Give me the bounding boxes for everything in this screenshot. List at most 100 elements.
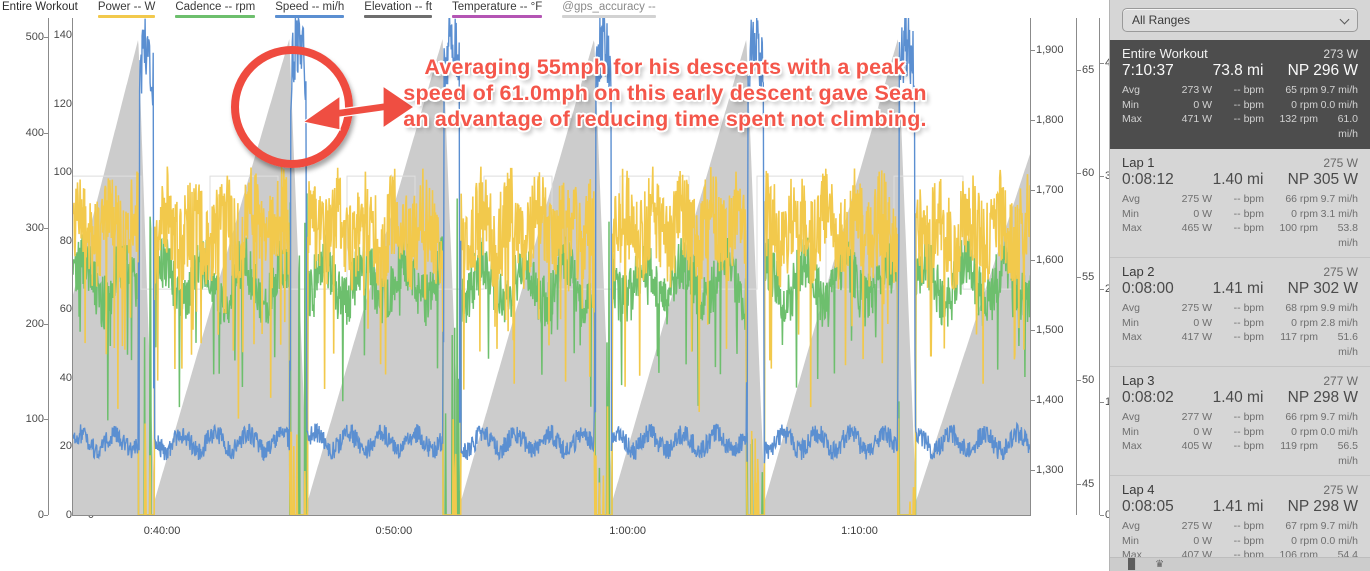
- lap-row[interactable]: Lap 2 275 W 0:08:00 1.41 mi NP 302 W Avg 275 W…: [1110, 258, 1370, 367]
- stat-speed: 51.6 mi/h: [1337, 331, 1358, 358]
- stat-speed: 56.5 mi/h: [1337, 440, 1358, 467]
- lap-row[interactable]: Lap 1 275 W 0:08:12 1.40 mi NP 305 W Avg 275 W…: [1110, 149, 1370, 258]
- stat-cadence: 66 rpm: [1285, 193, 1318, 205]
- stat-label: Max: [1122, 113, 1142, 125]
- stat-cadence: 66 rpm: [1285, 411, 1318, 423]
- stat-speed: 2.8 mi/h: [1320, 316, 1358, 329]
- stat-label: Min: [1122, 425, 1139, 438]
- legend-item-color-rule: [97, 15, 156, 18]
- lap-stat-row: Min 0 W -- bpm 0 rpm 0.0 mi/h: [1122, 98, 1358, 113]
- lap-name: Lap 2: [1122, 264, 1155, 279]
- stat-power: 0 W: [1193, 316, 1212, 329]
- legend-item-elevation[interactable]: Elevation -- ft: [364, 0, 433, 18]
- stat-label: Avg: [1122, 520, 1140, 532]
- stat-heartrate: -- bpm: [1233, 113, 1264, 125]
- stat-heartrate: -- bpm: [1233, 207, 1264, 220]
- lap-stats-table: Avg 275 W -- bpm 68 rpm 9.9 mi/h Min 0 W -- bpm…: [1122, 301, 1358, 359]
- series-speed-line: [73, 18, 1031, 464]
- series-power-line: [73, 166, 1031, 515]
- stat-label: Min: [1122, 316, 1139, 329]
- legend-item-temperature[interactable]: Temperature -- °F: [452, 0, 543, 18]
- lap-stat-row: Max 417 W -- bpm 117 rpm 51.6 mi/h: [1122, 330, 1358, 359]
- legend-item-label: Elevation -- ft: [364, 1, 433, 13]
- lap-stat-row: Avg 275 W -- bpm 66 rpm 9.7 mi/h: [1122, 192, 1358, 207]
- lap-row[interactable]: Lap 3 277 W 0:08:02 1.40 mi NP 298 W Avg 277 W…: [1110, 367, 1370, 476]
- stat-power: 0 W: [1193, 425, 1212, 438]
- lap-distance: 1.41 mi: [1212, 498, 1264, 515]
- lap-stat-row: Avg 275 W -- bpm 68 rpm 9.9 mi/h: [1122, 301, 1358, 316]
- stat-cadence: 117 rpm: [1280, 331, 1318, 343]
- stat-speed: 0.0 mi/h: [1320, 98, 1358, 111]
- x-axis-tick-label: 1:10:00: [841, 525, 878, 537]
- lap-row-selected[interactable]: Entire Workout 273 W 7:10:37 73.8 mi NP 296 …: [1110, 40, 1370, 149]
- stat-power: 0 W: [1193, 534, 1212, 547]
- axis-tick-label: 1,900: [1031, 44, 1064, 56]
- lap-distance: 1.41 mi: [1212, 280, 1264, 297]
- crown-icon[interactable]: ♛: [1155, 558, 1165, 570]
- stat-cadence: 0 rpm: [1291, 425, 1318, 438]
- legend-item-color-rule: [175, 15, 256, 18]
- legend-item-label: Power -- W: [97, 1, 156, 13]
- stat-power: 0 W: [1193, 207, 1212, 220]
- lap-name: Lap 4: [1122, 482, 1155, 497]
- lap-stats-table: Avg 275 W -- bpm 66 rpm 9.7 mi/h Min 0 W -- bpm…: [1122, 192, 1358, 250]
- stat-cadence: 0 rpm: [1291, 534, 1318, 547]
- stat-label: Avg: [1122, 84, 1140, 96]
- lap-duration: 0:08:05: [1122, 498, 1174, 515]
- lap-avg-power: 275 W: [1323, 265, 1358, 279]
- lap-avg-power: 275 W: [1323, 156, 1358, 170]
- download-icon[interactable]: █: [1128, 558, 1136, 570]
- axis-tick-label: 400: [26, 127, 49, 139]
- legend-item-cadence[interactable]: Cadence -- rpm: [175, 0, 256, 18]
- y-axis-temperature: 45 50 55 60 65: [1077, 18, 1099, 515]
- stat-cadence: 0 rpm: [1291, 207, 1318, 220]
- lap-normalized-power: NP 296 W: [1287, 62, 1358, 79]
- lap-normalized-power: NP 298 W: [1287, 389, 1358, 406]
- lap-stats-table: Avg 277 W -- bpm 66 rpm 9.7 mi/h Min 0 W -- bpm…: [1122, 410, 1358, 468]
- legend-item-speed[interactable]: Speed -- mi/h: [275, 0, 345, 18]
- lap-stat-row: Max 465 W -- bpm 100 rpm 53.8 mi/h: [1122, 221, 1358, 250]
- lap-stat-row: Min 0 W -- bpm 0 rpm 2.8 mi/h: [1122, 316, 1358, 331]
- y-axis-cadence: 0 20 40 60 80 100 120 140: [48, 18, 77, 521]
- lap-distance: 1.40 mi: [1212, 389, 1264, 406]
- stat-heartrate: -- bpm: [1233, 84, 1264, 96]
- stat-label: Min: [1122, 98, 1139, 111]
- stat-cadence: 132 rpm: [1279, 113, 1318, 125]
- stat-cadence: 68 rpm: [1285, 302, 1318, 314]
- stat-heartrate: -- bpm: [1233, 520, 1264, 532]
- stat-cadence: 67 rpm: [1285, 520, 1318, 532]
- legend-item-color-rule: [562, 15, 656, 18]
- axis-tick-label: 1,600: [1031, 254, 1064, 266]
- plot-canvas[interactable]: [72, 18, 1031, 516]
- axis-tick-label: 65: [1077, 64, 1094, 76]
- stat-heartrate: -- bpm: [1233, 425, 1264, 438]
- stat-heartrate: -- bpm: [1233, 331, 1264, 343]
- stat-power: 275 W: [1181, 193, 1212, 205]
- x-axis-tick-label: 0:40:00: [143, 525, 181, 537]
- legend-item-color-rule: [452, 15, 543, 18]
- legend-item-power[interactable]: Power -- W: [97, 0, 156, 18]
- lap-list[interactable]: Entire Workout 273 W 7:10:37 73.8 mi NP 296 …: [1110, 40, 1370, 571]
- axis-tick-label: 55: [1077, 271, 1094, 283]
- stat-power: 273 W: [1181, 84, 1212, 96]
- lap-name: Lap 1: [1122, 155, 1155, 170]
- axis-tick-label: 1,800: [1031, 114, 1064, 126]
- lap-stat-row: Avg 277 W -- bpm 66 rpm 9.7 mi/h: [1122, 410, 1358, 425]
- axis-tick-label: 200: [26, 318, 49, 330]
- range-select-dropdown[interactable]: All Ranges: [1122, 8, 1358, 32]
- panel-footer-toolbar[interactable]: █ ♛: [1110, 557, 1370, 571]
- lap-normalized-power: NP 298 W: [1287, 498, 1358, 515]
- axis-tick-label: 2: [1100, 283, 1111, 295]
- stat-cadence: 65 rpm: [1285, 84, 1318, 96]
- laps-panel[interactable]: All Ranges Entire Workout 273 W 7:10:37 73.…: [1109, 0, 1370, 571]
- stat-power: 275 W: [1181, 302, 1212, 314]
- axis-tick-label: 1,300: [1031, 464, 1064, 476]
- y-axis-gps-accuracy: 0 1 2 3 4: [1100, 18, 1111, 521]
- legend-item-gps_accuracy[interactable]: @gps_accuracy --: [562, 0, 656, 18]
- stat-power: 0 W: [1193, 98, 1212, 111]
- lap-distance: 73.8 mi: [1212, 62, 1264, 79]
- stat-power: 405 W: [1181, 440, 1212, 452]
- lap-stat-row: Avg 275 W -- bpm 67 rpm 9.7 mi/h: [1122, 519, 1358, 534]
- stat-heartrate: -- bpm: [1233, 222, 1264, 234]
